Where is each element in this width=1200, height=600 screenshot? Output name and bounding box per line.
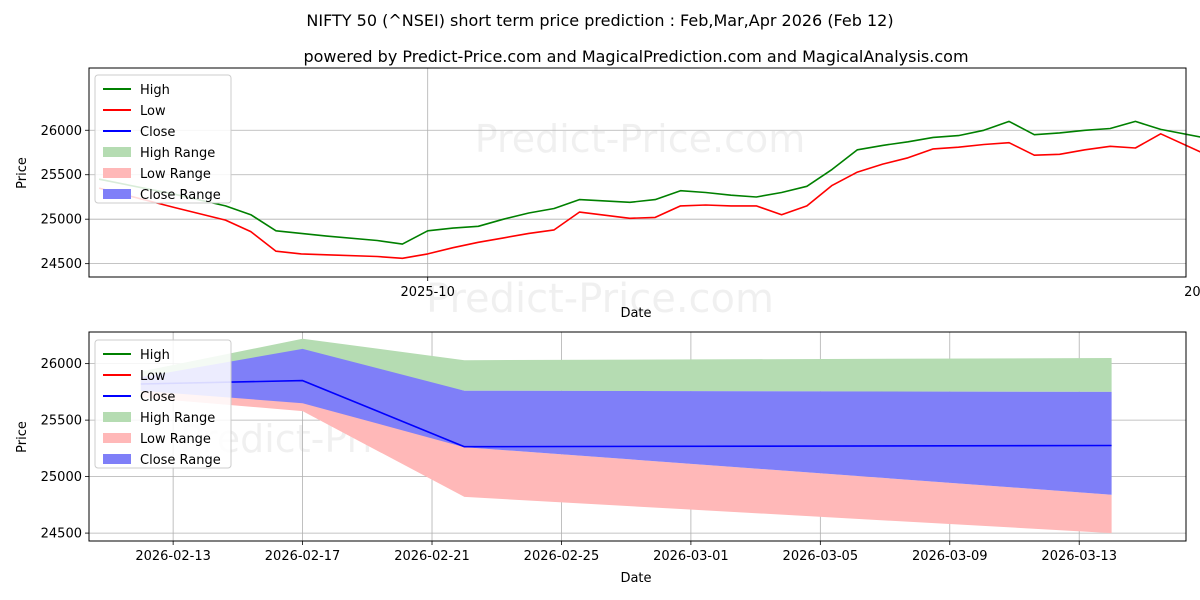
x-tick-label: 2026-03-05 — [783, 549, 859, 564]
chart-subtitle: powered by Predict-Price.com and Magical… — [303, 47, 968, 66]
legend-label: High Range — [140, 146, 215, 161]
legend-label: Low Range — [140, 432, 211, 447]
legend-label: Low Range — [140, 167, 211, 182]
y-tick-label: 25000 — [41, 470, 82, 485]
legend-label: High — [140, 83, 170, 98]
y-tick-label: 26000 — [41, 124, 82, 139]
y-axis-label: Price — [15, 421, 30, 453]
legend-label: Close — [140, 390, 175, 405]
x-axis-label: Date — [620, 571, 651, 586]
legend-label: Low — [140, 104, 166, 119]
y-tick-label: 24500 — [41, 257, 82, 272]
legend-patch-swatch — [103, 433, 131, 443]
legend-patch-swatch — [103, 168, 131, 178]
x-tick-label: 2026-02-13 — [135, 549, 211, 564]
x-tick-label: 2025-11 — [1184, 285, 1200, 300]
y-tick-label: 25500 — [41, 168, 82, 183]
watermark: Predict-Price.com — [426, 276, 774, 322]
x-tick-label: 2026-03-13 — [1041, 549, 1117, 564]
plot-frame — [88, 331, 1187, 542]
legend-label: High — [140, 348, 170, 363]
plot-frame — [88, 67, 1187, 278]
chart-title: NIFTY 50 (^NSEI) short term price predic… — [306, 11, 893, 30]
high-series-line — [98, 120, 1200, 245]
legend-patch-swatch — [103, 454, 131, 464]
watermark: Predict-Price.com — [475, 117, 806, 161]
history-chart-panel: Predict-Price.com Predict-Price.com 2025… — [15, 67, 1200, 322]
forecast-chart-panel: Predict-Price.com Predict-Price.com 2026… — [15, 331, 1187, 586]
legend: High Low Close High Range Low Range Close Ran… — [94, 339, 232, 469]
y-tick-label: 25000 — [41, 213, 82, 228]
legend-label: Close Range — [140, 188, 221, 203]
x-tick-label: 2026-03-09 — [912, 549, 988, 564]
x-tick-label: 2025-10 — [401, 285, 455, 300]
y-tick-label: 24500 — [41, 527, 82, 542]
legend-patch-swatch — [103, 189, 131, 199]
legend: High Low Close High Range Low Range Close Ran… — [94, 74, 232, 204]
legend-label: Low — [140, 369, 166, 384]
legend-label: High Range — [140, 411, 215, 426]
y-tick-label: 26000 — [41, 357, 82, 372]
y-tick-label: 25500 — [41, 414, 82, 429]
x-tick-label: 2026-03-01 — [653, 549, 729, 564]
low-series-line — [98, 133, 1200, 260]
high-range-band — [140, 338, 1112, 392]
legend-patch-swatch — [103, 412, 131, 422]
legend-label: Close — [140, 125, 175, 140]
x-tick-label: 2026-02-21 — [394, 549, 470, 564]
close-range-band — [140, 348, 1112, 495]
x-tick-label: 2026-02-25 — [524, 549, 600, 564]
legend-patch-swatch — [103, 147, 131, 157]
y-axis-label: Price — [15, 157, 30, 189]
x-tick-label: 2026-02-17 — [265, 549, 341, 564]
legend-label: Close Range — [140, 453, 221, 468]
x-axis-label: Date — [620, 306, 651, 321]
